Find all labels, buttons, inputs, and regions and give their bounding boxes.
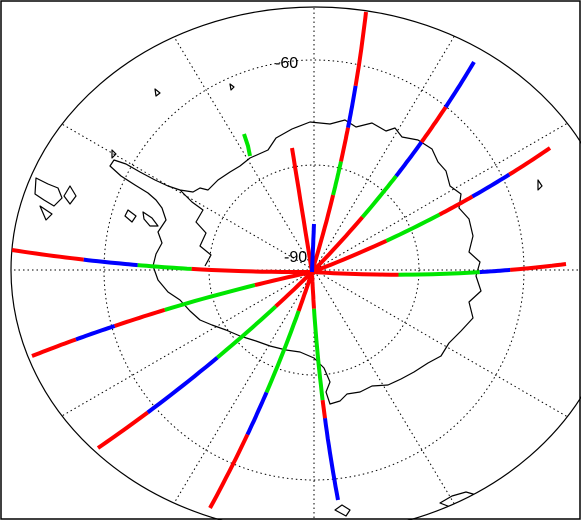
track-6-segment-3 bbox=[113, 307, 166, 328]
globe-boundary bbox=[10, 6, 581, 520]
track-4-segment-2 bbox=[398, 270, 480, 277]
meridian-line bbox=[54, 119, 574, 421]
new-zealand-edge bbox=[334, 504, 351, 517]
track-7-segment-3 bbox=[146, 356, 219, 415]
track-9-segment-1 bbox=[310, 271, 316, 309]
track-7-segment-1 bbox=[274, 270, 314, 308]
track-6-segment-5 bbox=[31, 337, 77, 358]
coastline bbox=[34, 83, 543, 517]
track-2-segment-3 bbox=[394, 140, 424, 178]
track-7-segment-4 bbox=[96, 410, 149, 450]
track-1-segment-5 bbox=[353, 11, 368, 87]
track-4-segment-4 bbox=[510, 262, 567, 272]
track-6-segment-1 bbox=[254, 270, 313, 288]
track-8-segment-2 bbox=[264, 310, 301, 394]
track-1-segment-4 bbox=[346, 85, 358, 128]
track-7-segment-2 bbox=[216, 304, 278, 360]
track-9-segment-3 bbox=[320, 399, 327, 419]
track-1-segment-1 bbox=[310, 194, 336, 273]
track-short-green bbox=[242, 133, 252, 157]
satellite-tracks bbox=[11, 11, 567, 509]
track-3-segment-3 bbox=[438, 194, 474, 217]
track-9-segment-2 bbox=[312, 308, 325, 401]
lat-label-60: -60 bbox=[275, 55, 298, 72]
track-11-segment-1 bbox=[310, 223, 316, 273]
island-c bbox=[537, 179, 543, 191]
antarctica-coastline bbox=[109, 119, 482, 405]
track-5-segment-4 bbox=[11, 248, 84, 262]
island-a bbox=[154, 88, 161, 97]
meridian-line bbox=[54, 119, 574, 421]
track-8-segment-1 bbox=[296, 271, 314, 312]
track-3-segment-5 bbox=[508, 146, 552, 177]
track-5-segment-3 bbox=[83, 257, 138, 268]
track-8-segment-4 bbox=[208, 433, 250, 509]
ice-shelf-edge bbox=[179, 189, 212, 267]
track-4-segment-3 bbox=[479, 267, 511, 275]
track-2-segment-4 bbox=[419, 105, 448, 144]
track-9-segment-4 bbox=[323, 418, 340, 501]
track-8-segment-3 bbox=[245, 391, 269, 436]
track-2-segment-5 bbox=[444, 60, 476, 109]
track-3-segment-4 bbox=[471, 172, 511, 199]
track-1-segment-3 bbox=[339, 127, 350, 162]
track-2-segment-2 bbox=[360, 174, 398, 219]
track-3-segment-2 bbox=[385, 212, 441, 243]
track-1-segment-2 bbox=[331, 160, 343, 196]
track-6-segment-2 bbox=[164, 283, 256, 312]
peninsula-islands bbox=[124, 209, 159, 227]
track-6-segment-4 bbox=[75, 324, 116, 342]
track-3-segment-1 bbox=[311, 238, 388, 274]
track-5-segment-2 bbox=[137, 263, 192, 271]
south-america-tip bbox=[34, 177, 77, 221]
island-d bbox=[111, 149, 117, 159]
track-10-segment-1 bbox=[290, 147, 314, 273]
track-2-segment-1 bbox=[310, 215, 365, 274]
lat-label-90: -90 bbox=[284, 249, 307, 266]
track-5-segment-1 bbox=[191, 266, 312, 274]
island-b bbox=[229, 83, 235, 91]
track-4-segment-1 bbox=[311, 270, 399, 277]
